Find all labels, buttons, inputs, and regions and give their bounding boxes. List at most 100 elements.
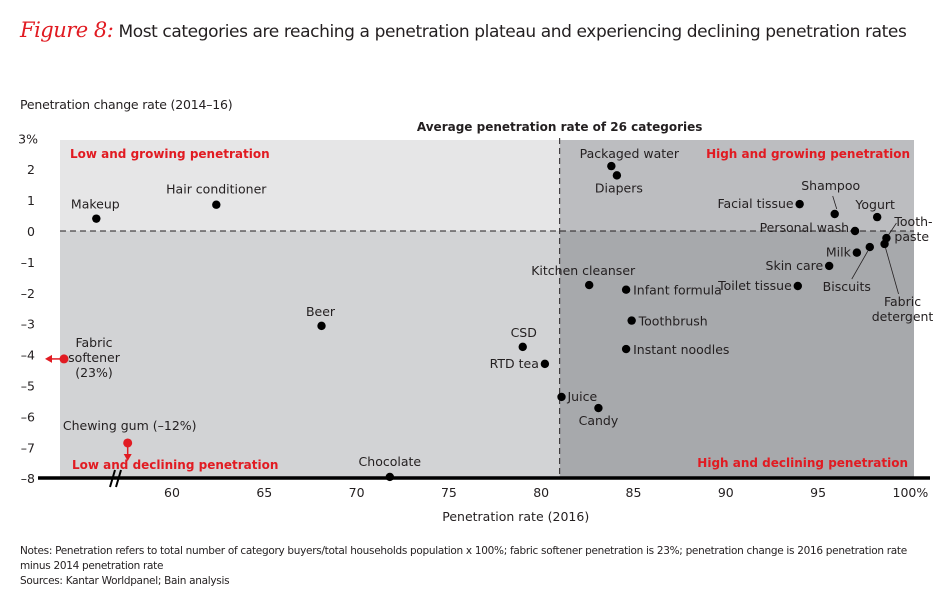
data-point — [872, 212, 882, 222]
x-tick-label: 70 — [349, 485, 365, 500]
data-label: Facial tissue — [717, 196, 793, 211]
data-label: Diapers — [595, 180, 643, 195]
data-point — [584, 280, 594, 290]
outlier-label: Chewing gum (–12%) — [63, 418, 197, 433]
quadrant-top-left — [60, 140, 560, 231]
leader-line — [885, 247, 899, 295]
data-point — [594, 403, 603, 413]
data-point — [540, 359, 550, 369]
data-point — [880, 239, 889, 249]
data-label: Beer — [306, 304, 336, 319]
notes: Notes: Penetration refers to total numbe… — [20, 544, 940, 589]
figure-title: Figure 8: Most categories are reaching a… — [20, 18, 907, 42]
axis-break-mark — [109, 469, 116, 488]
data-label: CSD — [511, 325, 537, 340]
x-tick-label: 75 — [441, 485, 457, 500]
figure-label: Figure 8: — [20, 18, 114, 42]
x-tick-label: 100% — [893, 485, 929, 500]
data-point — [795, 199, 804, 209]
y-axis-title: Penetration change rate (2014–16) — [20, 97, 233, 112]
leader-line — [832, 195, 838, 210]
y-tick-label: –6 — [21, 409, 35, 424]
data-label: Milk — [826, 245, 852, 260]
notes-line-2: minus 2014 penetration rate — [20, 560, 164, 572]
x-axis-title: Penetration rate (2016) — [442, 509, 589, 524]
data-point — [92, 214, 101, 223]
data-point — [607, 161, 616, 171]
data-label: Tooth- — [893, 214, 932, 229]
axis-break-mark — [115, 469, 122, 488]
data-label: Kitchen cleanser — [531, 263, 636, 278]
data-label: Biscuits — [823, 279, 871, 294]
outlier-point — [59, 354, 69, 364]
y-tick-label: 2 — [27, 162, 35, 177]
y-tick-label: –4 — [21, 348, 35, 363]
x-tick-label: 85 — [626, 485, 642, 500]
y-tick-label: 0 — [27, 224, 35, 239]
data-label: Instant noodles — [633, 342, 729, 357]
y-tick-label: –2 — [21, 286, 35, 301]
x-tick-label: 60 — [164, 485, 180, 500]
y-tick-label: –8 — [21, 471, 35, 486]
y-tick-label: –7 — [21, 440, 35, 455]
data-label: paste — [894, 229, 929, 244]
title-text: Most categories are reaching a penetrati… — [118, 22, 907, 42]
quadrant-label-bottom-right: High and declining penetration — [697, 456, 908, 470]
data-label: Toilet tissue — [717, 278, 792, 293]
data-point — [793, 281, 802, 291]
data-label: Fabric — [884, 294, 921, 309]
outlier-label: Fabric — [75, 335, 112, 350]
y-tick-label: –3 — [21, 317, 35, 332]
data-point — [557, 392, 566, 402]
data-label: Toothbrush — [638, 314, 708, 329]
leader-line — [851, 250, 869, 280]
average-line-label: Average penetration rate of 26 categorie… — [417, 120, 703, 134]
data-point — [317, 321, 326, 331]
y-tick-label: 1 — [27, 193, 35, 208]
x-tick-label: 65 — [256, 485, 272, 500]
data-point — [627, 316, 636, 325]
sources: Sources: Kantar Worldpanel; Bain analysi… — [20, 575, 230, 587]
data-label: Yogurt — [854, 197, 895, 212]
quadrant-bottom-left — [60, 231, 560, 478]
quadrant-bottom-right — [559, 231, 914, 478]
data-label: Hair conditioner — [166, 182, 267, 197]
left-arrow-icon — [45, 354, 52, 363]
data-point — [621, 285, 631, 294]
y-tick-label: –1 — [21, 255, 35, 270]
data-point — [385, 472, 395, 482]
data-label: RTD tea — [490, 356, 539, 371]
data-label: Chocolate — [359, 454, 422, 469]
data-label: Makeup — [71, 197, 120, 212]
data-label: Candy — [579, 413, 619, 428]
data-point — [212, 200, 221, 209]
x-tick-label: 90 — [718, 485, 734, 500]
x-tick-label: 95 — [810, 485, 826, 500]
y-tick-label: –5 — [21, 379, 35, 394]
data-point — [518, 342, 527, 352]
quadrant-label-bottom-left: Low and declining penetration — [72, 458, 278, 472]
data-point — [621, 344, 631, 354]
data-label: Skin care — [766, 258, 824, 273]
data-label: Juice — [567, 389, 598, 404]
x-tick-label: 80 — [533, 485, 549, 500]
down-arrow-icon — [123, 453, 132, 461]
data-point — [865, 242, 874, 252]
notes-line-1: Notes: Penetration refers to total numbe… — [20, 545, 907, 557]
outlier-label: softener — [68, 350, 121, 365]
data-point — [850, 226, 860, 236]
data-label: Personal wash — [760, 220, 849, 235]
data-point — [830, 209, 839, 219]
data-point — [612, 171, 622, 180]
data-label: Shampoo — [801, 178, 860, 193]
data-label: Packaged water — [580, 146, 680, 161]
quadrant-label-top-left: Low and growing penetration — [70, 147, 270, 161]
data-label: detergent — [872, 309, 934, 324]
y-tick-label: 3% — [18, 131, 38, 146]
quadrant-label-top-right: High and growing penetration — [706, 147, 910, 161]
quadrant-top-right — [559, 140, 914, 231]
data-label: Infant formula — [633, 283, 722, 298]
data-point — [824, 261, 834, 271]
leader-line — [888, 222, 897, 236]
